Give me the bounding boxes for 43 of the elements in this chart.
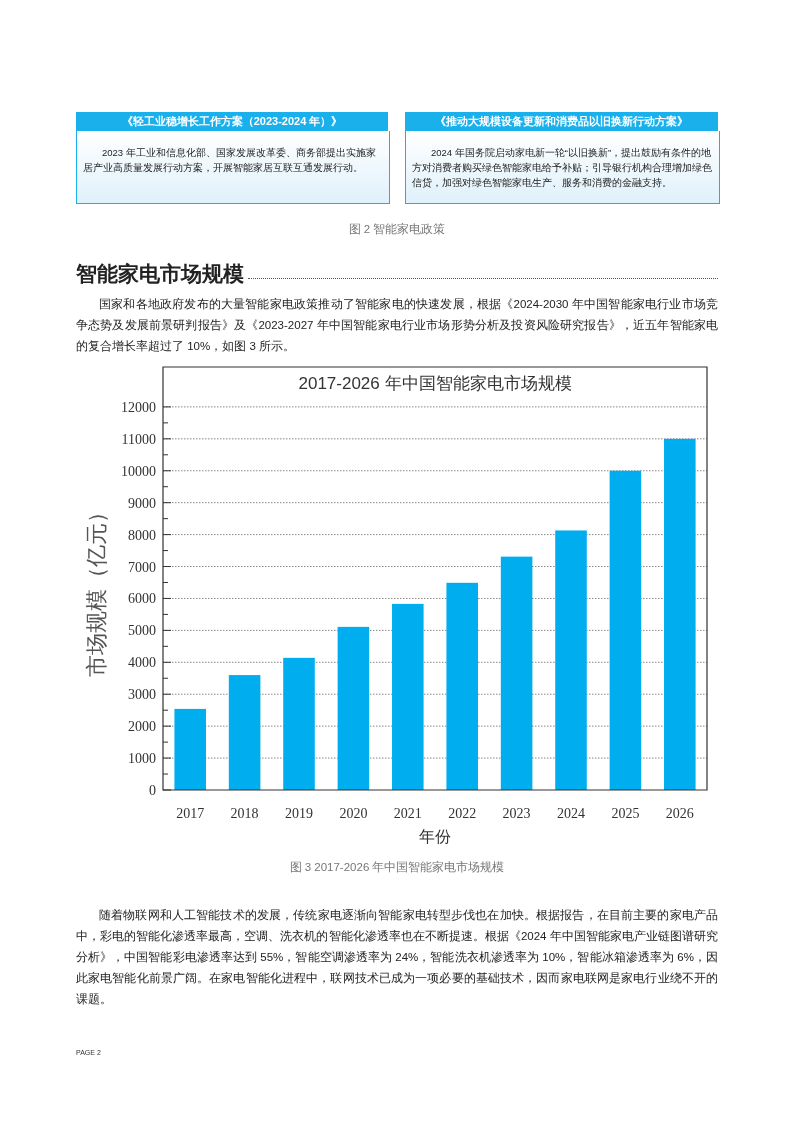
- y-tick-label: 4000: [128, 655, 156, 671]
- x-tick-label: 2025: [611, 806, 640, 821]
- y-tick-label: 11000: [121, 431, 156, 447]
- y-tick-label: 1000: [128, 751, 156, 767]
- y-tick-label: 6000: [128, 591, 156, 607]
- text: 《轻工业稳增长工作方案（2023-2024 年）》: [76, 112, 388, 131]
- y-tick-label: 8000: [128, 527, 156, 543]
- text: 《推动大规模设备更新和消费品以旧换新行动方案》: [405, 112, 718, 131]
- y-tick-label: 12000: [121, 399, 156, 415]
- bar: [283, 657, 315, 790]
- caption: 图 3 2017-2026 年中国智能家电市场规模: [288, 860, 506, 875]
- caption: 图 2 智能家电政策: [347, 222, 447, 237]
- text: 随着物联网和人工智能技术的发展，传统家电逐渐向智能家电转型步伐也在加快。根据报告，在目前主要的家电产品中，彩电的智能化渗透率最高，空调、洗衣机的智能化渗透率也在不断提速。根据《2024 年中国智能家电产业链图谱研究分析》，中国智能彩电渗透率达到 55%，智能空调渗透率为 24%，智能洗衣机渗透率为 10%，智能冰箱渗透率为 6%，因此家电智能化前景广阔。在家电智能化进程中，联网技术已成为一项必要的基础技术，因而家电联网是家电行业绕不开的课题。: [76, 908, 718, 1007]
- y-tick-label: 9000: [128, 495, 156, 511]
- bar: [446, 582, 478, 790]
- y-tick-label: 3000: [128, 687, 156, 703]
- bar: [174, 708, 206, 790]
- text: 国家和各地政府发布的大量智能家电政策推动了智能家电的快速发展，根据《2024-2030 年中国智能家电行业市场竞争态势及发展前景研判报告》及《2023-2027 年中国智能家电行业市场形势分析及投资风险研究报告》，近五年智能家电的复合增长率超过了 10%，如图 3 所示。: [76, 297, 718, 354]
- x-tick-label: 2023: [502, 806, 531, 821]
- y-tick-label: 10000: [121, 463, 156, 479]
- bar: [500, 556, 533, 790]
- x-tick-label: 2026: [665, 806, 694, 821]
- x-tick-label: 2018: [230, 806, 259, 821]
- y-tick-label: 7000: [128, 559, 156, 575]
- x-axis-title: 年份: [419, 828, 451, 845]
- y-tick-label: 0: [149, 783, 156, 798]
- y-axis-title: 市场规模（亿元）: [84, 500, 109, 677]
- chart-title: 2017-2026 年中国智能家电市场规模: [298, 374, 572, 393]
- bar: [609, 470, 642, 790]
- bar: [228, 675, 261, 790]
- x-tick-label: 2024: [557, 806, 585, 821]
- bar: [392, 603, 424, 790]
- bar: [664, 438, 696, 790]
- x-tick-label: 2021: [393, 806, 422, 821]
- bar: [555, 530, 587, 790]
- x-tick-label: 2019: [285, 806, 313, 821]
- bar: [337, 626, 370, 790]
- y-tick-label: 5000: [128, 623, 156, 639]
- x-tick-label: 2022: [448, 806, 477, 821]
- text: 智能家电市场规模: [76, 261, 244, 287]
- y-tick-label: 2000: [128, 719, 156, 735]
- x-tick-label: 2020: [339, 806, 368, 821]
- x-tick-label: 2017: [176, 806, 205, 821]
